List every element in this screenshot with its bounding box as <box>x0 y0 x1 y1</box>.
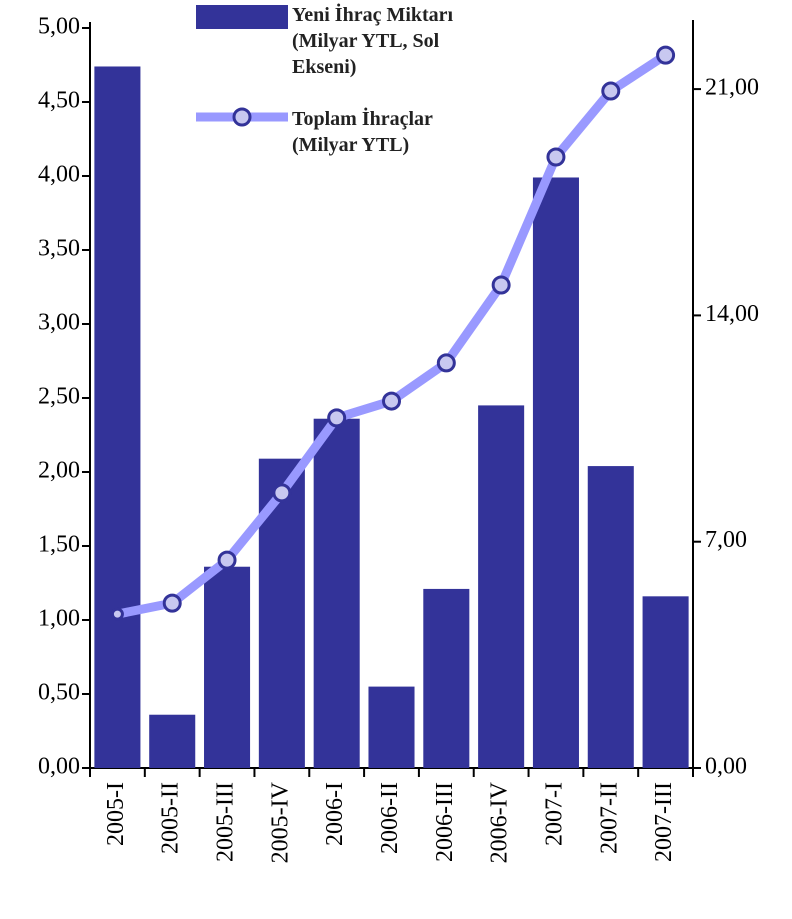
y-tick-label: 0,00 <box>38 754 80 780</box>
y-tick-label: 4,00 <box>38 162 80 188</box>
y-tick-label: 3,50 <box>38 236 80 262</box>
marker <box>382 391 401 411</box>
legend-marker <box>232 107 252 127</box>
y-tick-label: 5,00 <box>38 14 80 40</box>
x-tick-label: 2006-II <box>377 782 403 854</box>
y-tick-label: 1,50 <box>38 532 80 558</box>
marker <box>491 275 511 295</box>
y-tick-label: 0,50 <box>38 680 80 706</box>
bar <box>368 686 415 768</box>
marker <box>162 593 182 613</box>
y-tick-label: 1,00 <box>38 606 80 632</box>
bar <box>532 177 579 769</box>
marker <box>272 483 292 503</box>
y-tick-label: 2,50 <box>38 384 80 410</box>
y-tick-label: 4,50 <box>38 88 80 114</box>
x-tick-label: 2007-III <box>651 782 677 862</box>
y2-tick-label: 14,00 <box>705 301 759 327</box>
bar <box>587 466 634 768</box>
marker <box>327 408 347 428</box>
x-tick-label: 2005-I <box>103 782 129 846</box>
marker <box>546 147 566 167</box>
marker <box>110 607 124 621</box>
x-tick-label: 2006-I <box>322 782 348 846</box>
x-tick-label: 2005-II <box>158 782 184 854</box>
x-tick-label: 2006-III <box>432 782 458 862</box>
bar <box>642 596 689 768</box>
bar <box>258 458 305 768</box>
y2-tick-label: 7,00 <box>705 527 747 553</box>
legend-label: Toplam İhraçlar (Milyar YTL) <box>292 108 433 156</box>
bar <box>149 714 196 768</box>
x-tick-label: 2005-IV <box>267 781 293 863</box>
legend-swatch <box>196 5 288 29</box>
y2-tick-label: 0,00 <box>705 754 747 780</box>
bar <box>313 418 360 768</box>
y-tick-label: 3,00 <box>38 310 80 336</box>
x-tick-label: 2007-I <box>541 782 567 846</box>
x-tick-label: 2007-II <box>596 782 622 854</box>
marker <box>436 353 456 373</box>
legend-label: Yeni İhraç Miktarı (Milyar YTL, Sol Ekse… <box>292 4 454 78</box>
bar <box>478 405 525 768</box>
x-tick-label: 2005-III <box>213 782 239 862</box>
x-tick-label: 2006-IV <box>487 781 513 863</box>
marker <box>601 81 621 101</box>
bar <box>94 66 141 769</box>
bar <box>423 588 470 768</box>
bar <box>204 566 251 768</box>
y2-tick-label: 21,00 <box>705 75 759 101</box>
y-tick-label: 2,00 <box>38 458 80 484</box>
marker <box>656 45 676 65</box>
marker <box>217 550 237 570</box>
